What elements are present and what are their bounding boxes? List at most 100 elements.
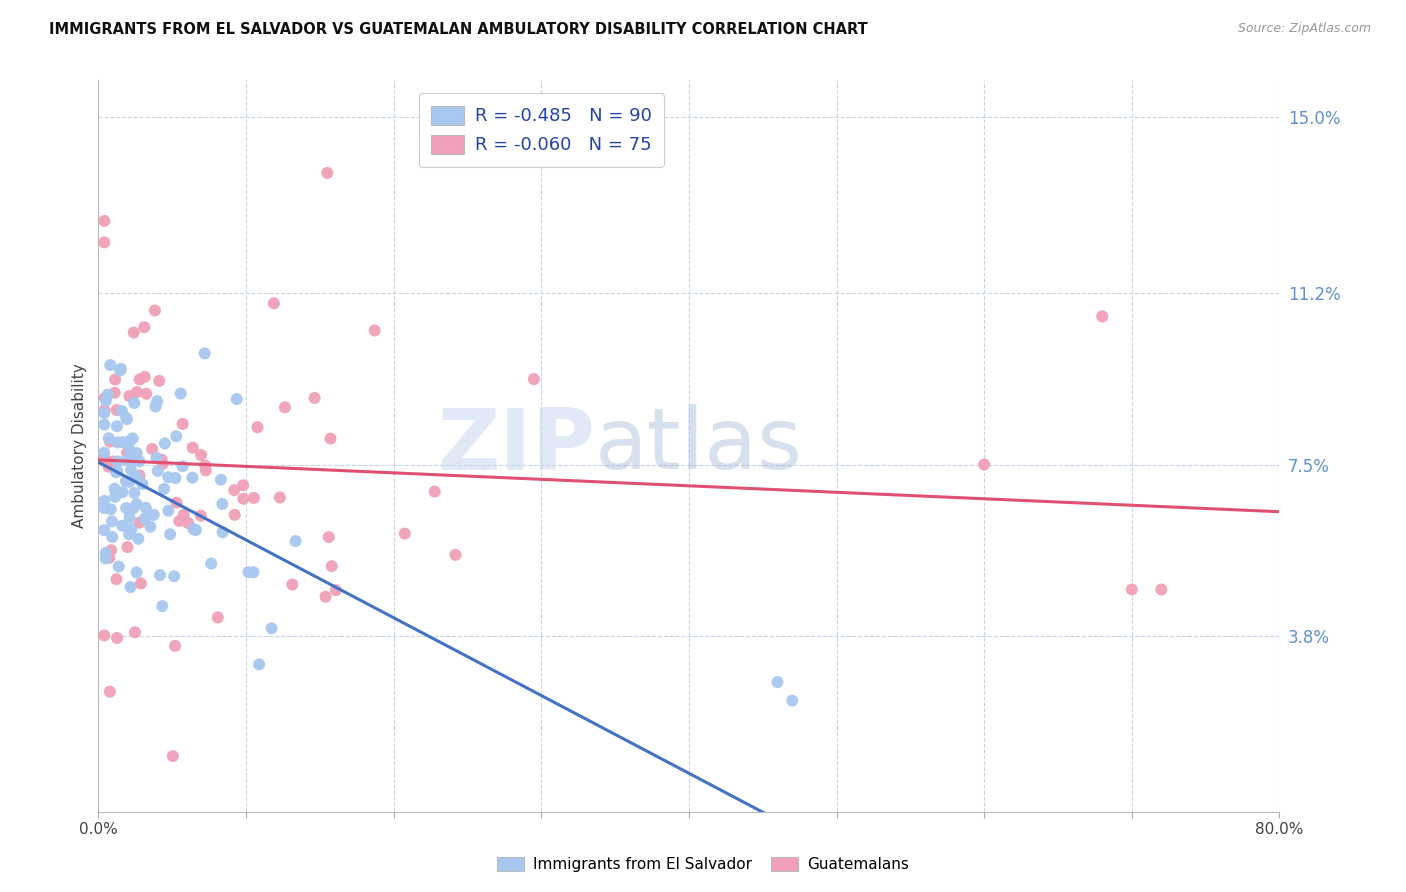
Point bbox=[107, 435, 129, 450]
Point bbox=[172, 459, 194, 474]
Point bbox=[93, 446, 115, 460]
Point bbox=[304, 391, 326, 405]
Point bbox=[104, 490, 127, 504]
Point bbox=[97, 459, 120, 474]
Point bbox=[115, 445, 138, 459]
Point bbox=[263, 296, 285, 310]
Point bbox=[190, 508, 212, 523]
Point bbox=[166, 495, 188, 509]
Point bbox=[135, 386, 157, 401]
Point bbox=[973, 458, 995, 472]
Point bbox=[118, 527, 141, 541]
Point bbox=[159, 527, 181, 541]
Point bbox=[118, 389, 141, 403]
Point bbox=[523, 372, 546, 386]
Point bbox=[135, 500, 157, 515]
Point bbox=[125, 385, 148, 400]
Point bbox=[315, 590, 337, 604]
Point bbox=[1091, 310, 1114, 324]
Point bbox=[129, 576, 152, 591]
Point bbox=[122, 326, 145, 340]
Point bbox=[224, 483, 246, 498]
Point bbox=[115, 475, 138, 489]
Point bbox=[145, 450, 167, 465]
Point bbox=[125, 497, 148, 511]
Point bbox=[148, 374, 170, 388]
Point bbox=[232, 491, 254, 506]
Point bbox=[269, 491, 291, 505]
Point bbox=[98, 358, 121, 372]
Point bbox=[194, 458, 217, 473]
Point bbox=[153, 482, 176, 496]
Point bbox=[766, 675, 789, 690]
Point bbox=[93, 628, 115, 642]
Point bbox=[149, 568, 172, 582]
Point bbox=[94, 393, 117, 408]
Point bbox=[142, 508, 165, 522]
Point bbox=[134, 369, 156, 384]
Point bbox=[181, 471, 204, 485]
Point bbox=[93, 214, 115, 228]
Point bbox=[150, 452, 173, 467]
Point bbox=[124, 486, 146, 500]
Point bbox=[117, 540, 139, 554]
Point bbox=[274, 401, 297, 415]
Point bbox=[246, 420, 269, 434]
Point bbox=[115, 410, 138, 425]
Point bbox=[93, 451, 115, 466]
Point bbox=[209, 473, 232, 487]
Point bbox=[134, 511, 156, 525]
Point bbox=[177, 516, 200, 530]
Point bbox=[105, 403, 128, 417]
Point bbox=[139, 519, 162, 533]
Point bbox=[172, 417, 194, 431]
Point bbox=[110, 362, 132, 376]
Point bbox=[101, 514, 124, 528]
Point bbox=[224, 508, 246, 522]
Legend: Immigrants from El Salvador, Guatemalans: Immigrants from El Salvador, Guatemalans bbox=[489, 849, 917, 880]
Point bbox=[394, 526, 416, 541]
Point bbox=[111, 404, 134, 418]
Y-axis label: Ambulatory Disability: Ambulatory Disability bbox=[72, 364, 87, 528]
Point bbox=[200, 557, 222, 571]
Point bbox=[112, 435, 135, 450]
Point bbox=[104, 372, 127, 386]
Point bbox=[101, 530, 124, 544]
Point bbox=[316, 166, 339, 180]
Point bbox=[105, 572, 128, 586]
Point bbox=[107, 464, 129, 478]
Point bbox=[444, 548, 467, 562]
Point bbox=[127, 532, 149, 546]
Point bbox=[146, 464, 169, 478]
Point bbox=[122, 501, 145, 516]
Point bbox=[105, 419, 128, 434]
Point bbox=[103, 482, 125, 496]
Point bbox=[125, 566, 148, 580]
Point bbox=[111, 485, 134, 500]
Point bbox=[120, 443, 142, 458]
Point bbox=[94, 546, 117, 560]
Point bbox=[94, 391, 117, 405]
Point bbox=[163, 569, 186, 583]
Point bbox=[1121, 582, 1143, 597]
Point bbox=[181, 441, 204, 455]
Point bbox=[122, 396, 145, 410]
Point bbox=[1150, 582, 1173, 597]
Point bbox=[165, 639, 187, 653]
Point bbox=[284, 534, 307, 549]
Point bbox=[173, 508, 195, 522]
Point bbox=[318, 530, 340, 544]
Point bbox=[232, 478, 254, 492]
Point bbox=[152, 457, 174, 471]
Legend: R = -0.485   N = 90, R = -0.060   N = 75: R = -0.485 N = 90, R = -0.060 N = 75 bbox=[419, 93, 664, 167]
Point bbox=[121, 431, 143, 445]
Point bbox=[247, 657, 270, 672]
Point bbox=[157, 470, 180, 484]
Point bbox=[115, 453, 138, 467]
Point bbox=[111, 518, 134, 533]
Point bbox=[165, 429, 187, 443]
Point bbox=[120, 580, 142, 594]
Point bbox=[104, 465, 127, 479]
Point bbox=[128, 372, 150, 386]
Point bbox=[93, 523, 115, 537]
